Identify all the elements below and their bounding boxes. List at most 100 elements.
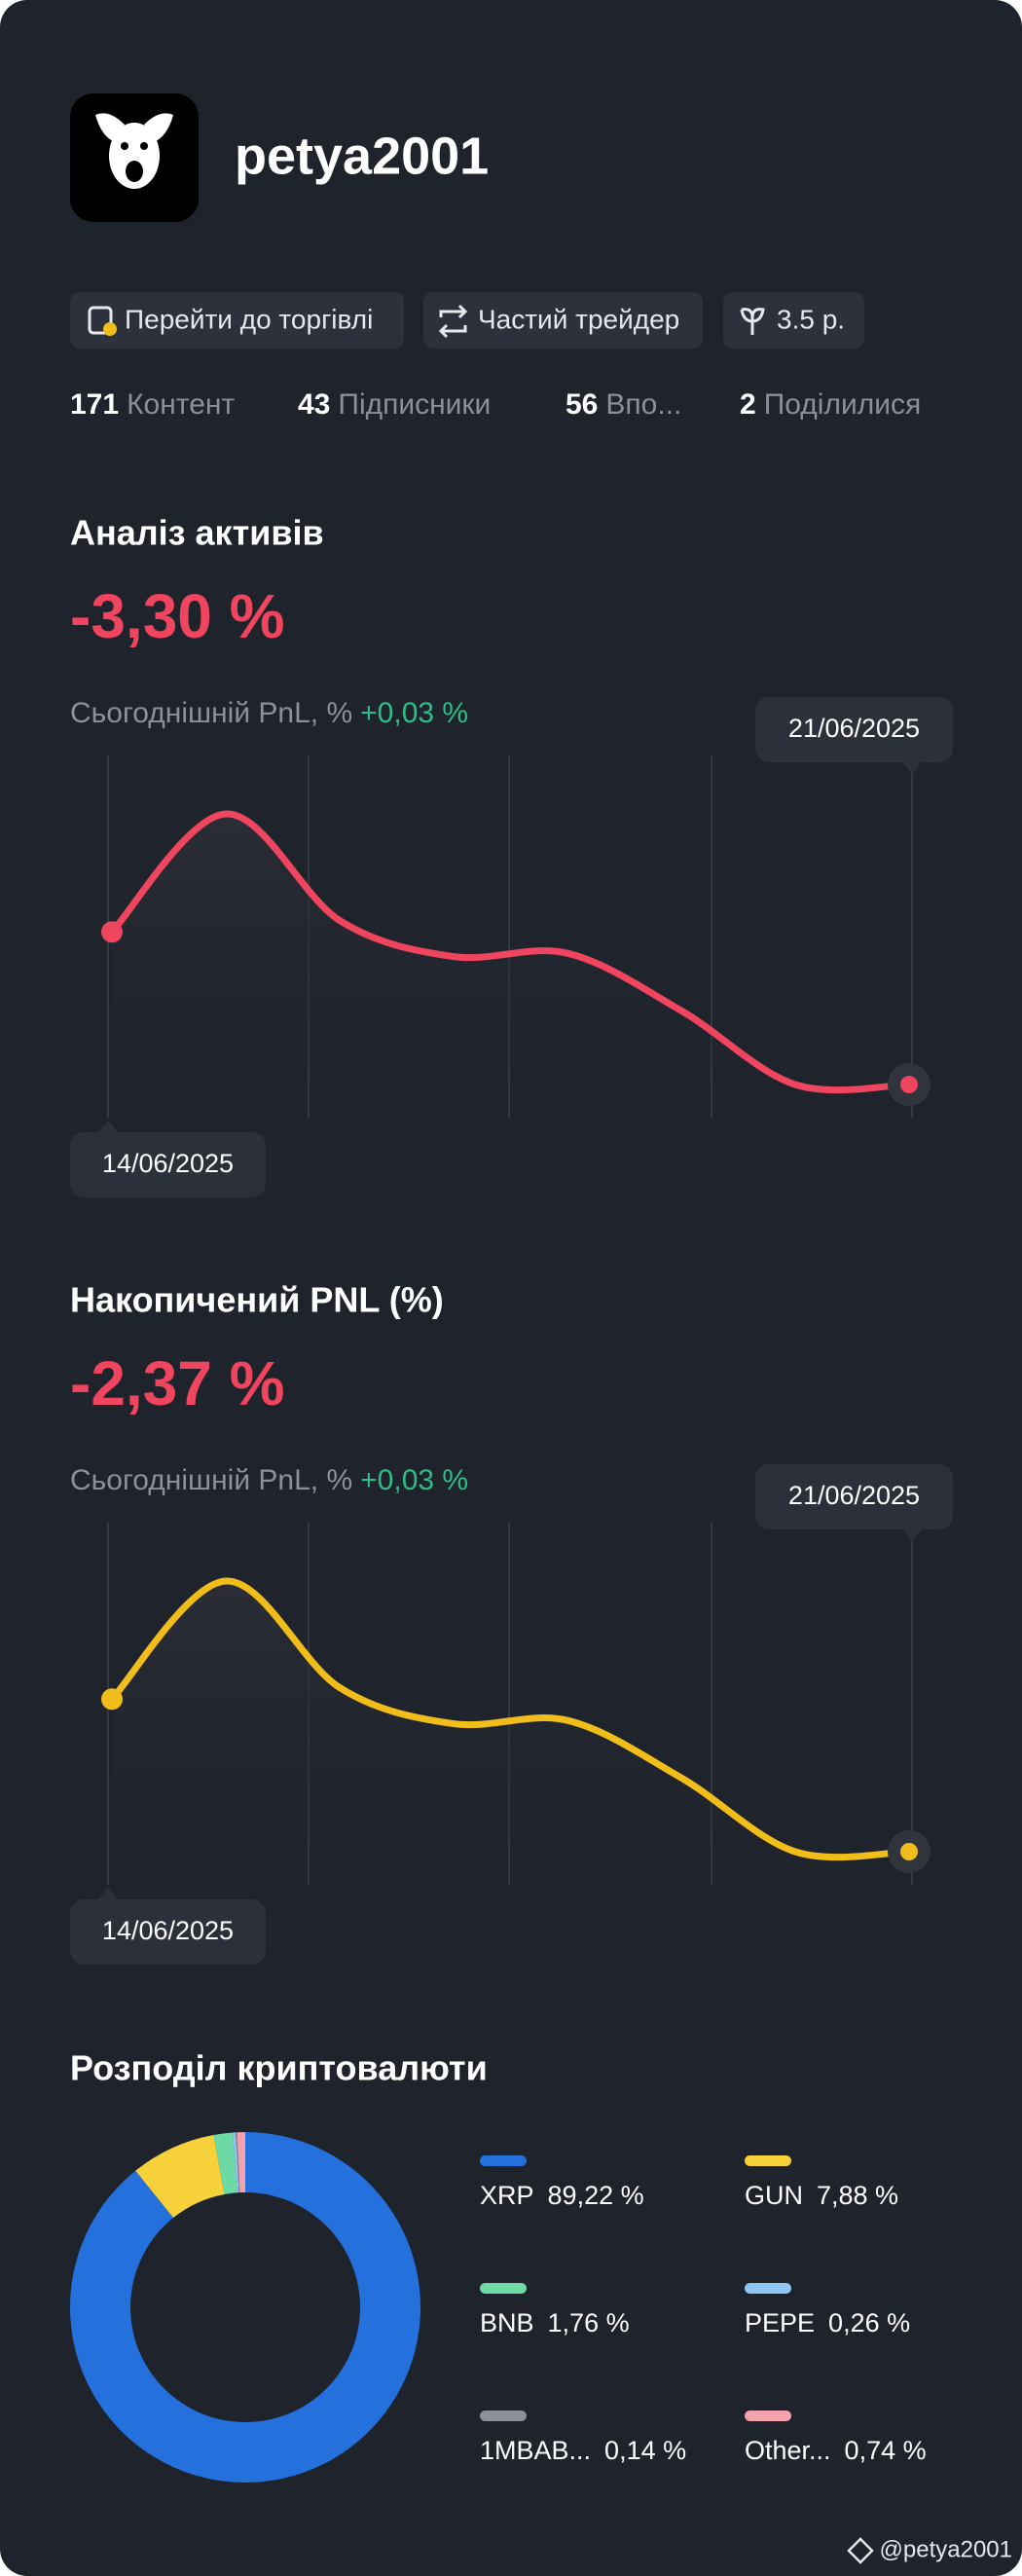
button-icon — [438, 304, 468, 339]
stat: 171 Контент — [70, 388, 235, 421]
stat-label: Контент — [127, 388, 235, 421]
line — [108, 810, 913, 1094]
legend-name: BNB — [480, 2308, 534, 2337]
line — [108, 1577, 913, 1861]
legend-value: 7,88 % — [817, 2181, 898, 2210]
stat-count: 2 — [740, 388, 756, 421]
tooltip-pointer — [98, 1121, 118, 1132]
stat-count: 56 — [566, 388, 598, 421]
legend-value: 0,74 % — [845, 2436, 927, 2465]
tooltip-pointer — [902, 1529, 922, 1541]
subtitle: Сьогоднішній PnL, % +0,03 % — [70, 1464, 468, 1496]
stat-count: 43 — [298, 388, 330, 421]
donut-slice — [69, 2132, 420, 2484]
tooltip-pointer — [98, 1888, 118, 1899]
headline-value: -3,30 % — [70, 581, 285, 651]
stat-label: Поділилися — [764, 388, 922, 421]
tooltip-bg — [755, 697, 953, 762]
button-label: 3.5 р. — [777, 304, 845, 334]
donut-slice — [236, 2132, 240, 2193]
button-icon — [740, 308, 765, 335]
tooltip: 14/06/2025 — [70, 1121, 266, 1197]
subtitle-change: +0,03 % — [360, 697, 468, 729]
legend-value: 0,14 % — [604, 2436, 686, 2465]
legend-entry: PEPE 0,26 % — [745, 2308, 910, 2337]
legend-entry: 1MBAB... 0,14 % — [480, 2436, 686, 2465]
dog-nose — [126, 161, 143, 182]
legend-name: PEPE — [745, 2308, 815, 2337]
tooltip-bg — [70, 1132, 266, 1197]
dog-eye — [121, 142, 128, 150]
legend-swatch — [745, 2155, 791, 2166]
subtitle-label: Сьогоднішній PnL, % — [70, 697, 352, 729]
legend-swatch — [480, 2155, 527, 2166]
button[interactable]: Перейти до торгівлі — [70, 292, 404, 349]
button[interactable]: 3.5 р. — [723, 292, 864, 349]
stat-label: Впо... — [605, 388, 681, 421]
tooltip-pointer — [902, 762, 922, 774]
username: petya2001 — [235, 127, 489, 185]
subtitle: Сьогоднішній PnL, % +0,03 % — [70, 697, 468, 729]
button[interactable]: Частий трейдер — [423, 292, 703, 349]
section-title: Розподіл криптовалюти — [70, 2048, 488, 2088]
stat-label: Підписники — [338, 388, 491, 421]
area — [112, 813, 909, 1118]
donut-slice — [213, 2132, 237, 2194]
tooltip: 14/06/2025 — [70, 1888, 266, 1965]
legend-swatch — [745, 2410, 791, 2421]
button-bg — [70, 292, 404, 349]
legend-value: 89,22 % — [548, 2181, 644, 2210]
legend-name: 1MBAB... — [480, 2436, 591, 2465]
watermark-logo — [847, 2537, 874, 2564]
tooltip-label: 21/06/2025 — [788, 1481, 920, 1510]
legend-swatch — [745, 2283, 791, 2294]
button-label: Частий трейдер — [478, 304, 679, 334]
button-icon — [103, 322, 117, 336]
section-title: Накопичений PNL (%) — [70, 1280, 444, 1320]
dog-head — [109, 123, 160, 189]
tooltip: 21/06/2025 — [755, 697, 953, 774]
tooltip: 21/06/2025 — [755, 1464, 953, 1541]
area — [112, 1580, 909, 1885]
donut-slice — [233, 2132, 239, 2193]
legend-swatch — [480, 2410, 527, 2421]
stat: 43 Підписники — [298, 388, 491, 421]
donut-slice — [237, 2132, 245, 2193]
point — [101, 1688, 123, 1711]
subtitle-change: +0,03 % — [360, 1464, 468, 1496]
subtitle-label: Сьогоднішній PnL, % — [70, 1464, 352, 1496]
legend-entry: BNB 1,76 % — [480, 2308, 630, 2337]
donut-slice — [135, 2134, 225, 2219]
button-icon — [88, 306, 113, 335]
tooltip-label: 14/06/2025 — [102, 1149, 234, 1178]
point — [900, 1843, 918, 1860]
stat: 2 Поділилися — [740, 388, 921, 421]
section-title: Аналіз активів — [70, 513, 324, 553]
stat-count: 171 — [70, 388, 119, 421]
avatar[interactable] — [70, 93, 199, 222]
button-label: Перейти до торгівлі — [125, 304, 373, 334]
tooltip-label: 21/06/2025 — [788, 714, 920, 743]
legend-name: Other... — [745, 2436, 831, 2465]
legend-swatch — [480, 2283, 527, 2294]
legend-entry: XRP 89,22 % — [480, 2181, 644, 2210]
button-bg — [723, 292, 864, 349]
legend-entry: Other... 0,74 % — [745, 2436, 927, 2465]
legend-entry: GUN 7,88 % — [745, 2181, 898, 2210]
dog-eye — [140, 142, 148, 150]
tooltip-bg — [755, 1464, 953, 1529]
stat: 56 Впо... — [566, 388, 681, 421]
watermark: @petya2001 — [880, 2536, 1012, 2562]
button-bg — [423, 292, 703, 349]
point — [900, 1076, 918, 1093]
tooltip-bg — [70, 1899, 266, 1965]
point — [101, 921, 123, 943]
legend-name: GUN — [745, 2181, 803, 2210]
legend-value: 1,76 % — [548, 2308, 630, 2337]
headline-value: -2,37 % — [70, 1348, 285, 1418]
tooltip-label: 14/06/2025 — [102, 1916, 234, 1945]
legend-name: XRP — [480, 2181, 534, 2210]
legend-value: 0,26 % — [828, 2308, 910, 2337]
